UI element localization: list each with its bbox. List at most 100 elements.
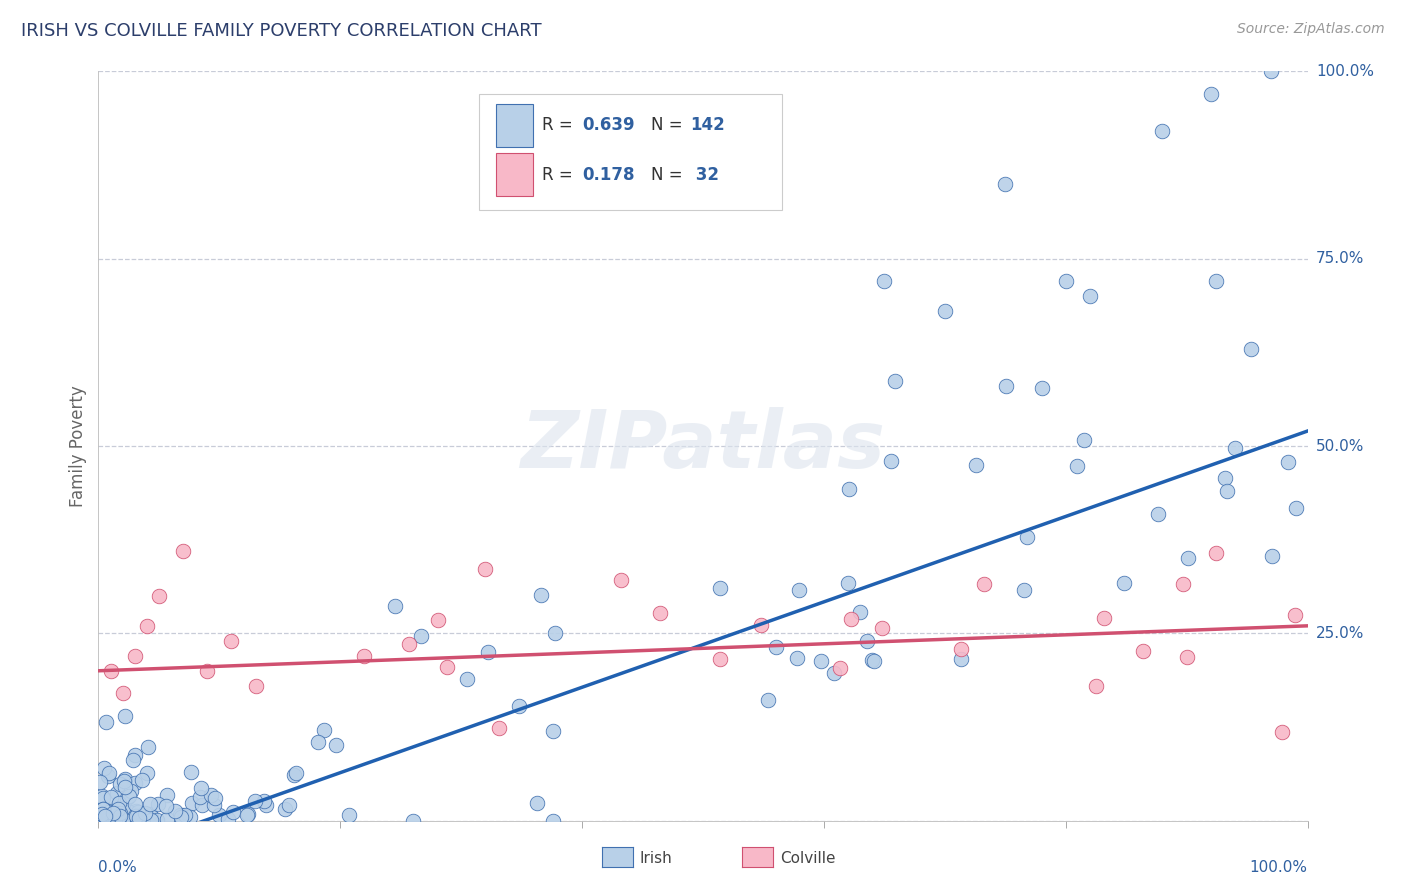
Point [117, 805, 139, 820]
Point [254, 797, 277, 812]
Point [90, 789, 112, 803]
Point [91, 807, 114, 822]
Point [172, 544, 194, 558]
Point [114, 772, 136, 786]
Point [155, 798, 177, 813]
Point [1085, 679, 1108, 693]
Point [108, 805, 131, 820]
Point [838, 482, 860, 496]
Point [872, 621, 894, 635]
Point [1171, 577, 1194, 591]
Text: N =: N = [651, 166, 688, 184]
Point [1054, 274, 1077, 288]
Point [1031, 380, 1053, 394]
Point [1014, 582, 1036, 597]
Point [474, 562, 496, 576]
Point [488, 722, 510, 736]
Point [278, 798, 301, 813]
Point [139, 809, 162, 823]
Text: Colville: Colville [780, 851, 835, 865]
Point [139, 797, 162, 811]
Point [127, 808, 149, 822]
Point [110, 801, 132, 815]
Point [104, 813, 127, 827]
Point [91, 802, 114, 816]
Point [398, 637, 420, 651]
Point [530, 588, 553, 602]
Point [709, 651, 731, 665]
Text: N =: N = [651, 116, 688, 135]
Point [96, 715, 118, 730]
Point [1240, 342, 1263, 356]
Point [90, 807, 112, 822]
Point [110, 776, 132, 790]
Point [384, 599, 406, 613]
Point [860, 653, 883, 667]
Text: R =: R = [543, 116, 578, 135]
Y-axis label: Family Poverty: Family Poverty [69, 385, 87, 507]
Point [156, 812, 179, 826]
Text: 0.178: 0.178 [582, 166, 634, 184]
Point [526, 797, 548, 811]
FancyBboxPatch shape [496, 103, 533, 147]
Point [124, 747, 146, 762]
Point [124, 776, 146, 790]
Point [823, 666, 845, 681]
Point [436, 659, 458, 673]
Point [200, 788, 222, 802]
Text: 100.0%: 100.0% [1316, 64, 1374, 78]
Point [112, 801, 135, 815]
Point [100, 803, 122, 817]
Point [1114, 575, 1136, 590]
Point [170, 810, 193, 824]
Point [402, 814, 425, 828]
Point [339, 808, 361, 822]
Point [879, 454, 901, 468]
Point [849, 605, 872, 619]
Point [427, 613, 450, 627]
Point [117, 791, 139, 805]
Point [765, 640, 787, 654]
Point [100, 789, 122, 804]
Point [837, 575, 859, 590]
Point [134, 806, 156, 821]
Point [1260, 64, 1282, 78]
Point [544, 626, 567, 640]
Point [609, 573, 631, 587]
Point [135, 765, 157, 780]
Point [202, 797, 225, 812]
Point [236, 806, 259, 821]
Point [1092, 611, 1115, 625]
Point [139, 806, 162, 821]
Point [1147, 507, 1170, 521]
Point [456, 672, 478, 686]
Point [1073, 433, 1095, 447]
Point [810, 654, 832, 668]
Point [180, 797, 202, 811]
Text: 50.0%: 50.0% [1316, 439, 1364, 453]
Point [243, 794, 266, 808]
Point [965, 458, 987, 472]
Point [245, 679, 267, 693]
Point [884, 374, 907, 388]
Point [204, 791, 226, 805]
Text: 0.639: 0.639 [582, 116, 634, 135]
Point [112, 774, 135, 789]
Point [91, 802, 114, 816]
Point [749, 618, 772, 632]
Point [97, 769, 120, 783]
Point [121, 807, 143, 822]
Text: ZIPatlas: ZIPatlas [520, 407, 886, 485]
Point [94, 813, 117, 827]
Point [274, 802, 297, 816]
Point [136, 740, 159, 755]
Text: Source: ZipAtlas.com: Source: ZipAtlas.com [1237, 22, 1385, 37]
Point [508, 699, 530, 714]
Point [188, 789, 211, 804]
Point [100, 664, 122, 678]
Point [91, 803, 114, 817]
Point [107, 813, 129, 827]
FancyBboxPatch shape [496, 153, 533, 196]
Point [94, 809, 117, 823]
Point [105, 786, 128, 800]
